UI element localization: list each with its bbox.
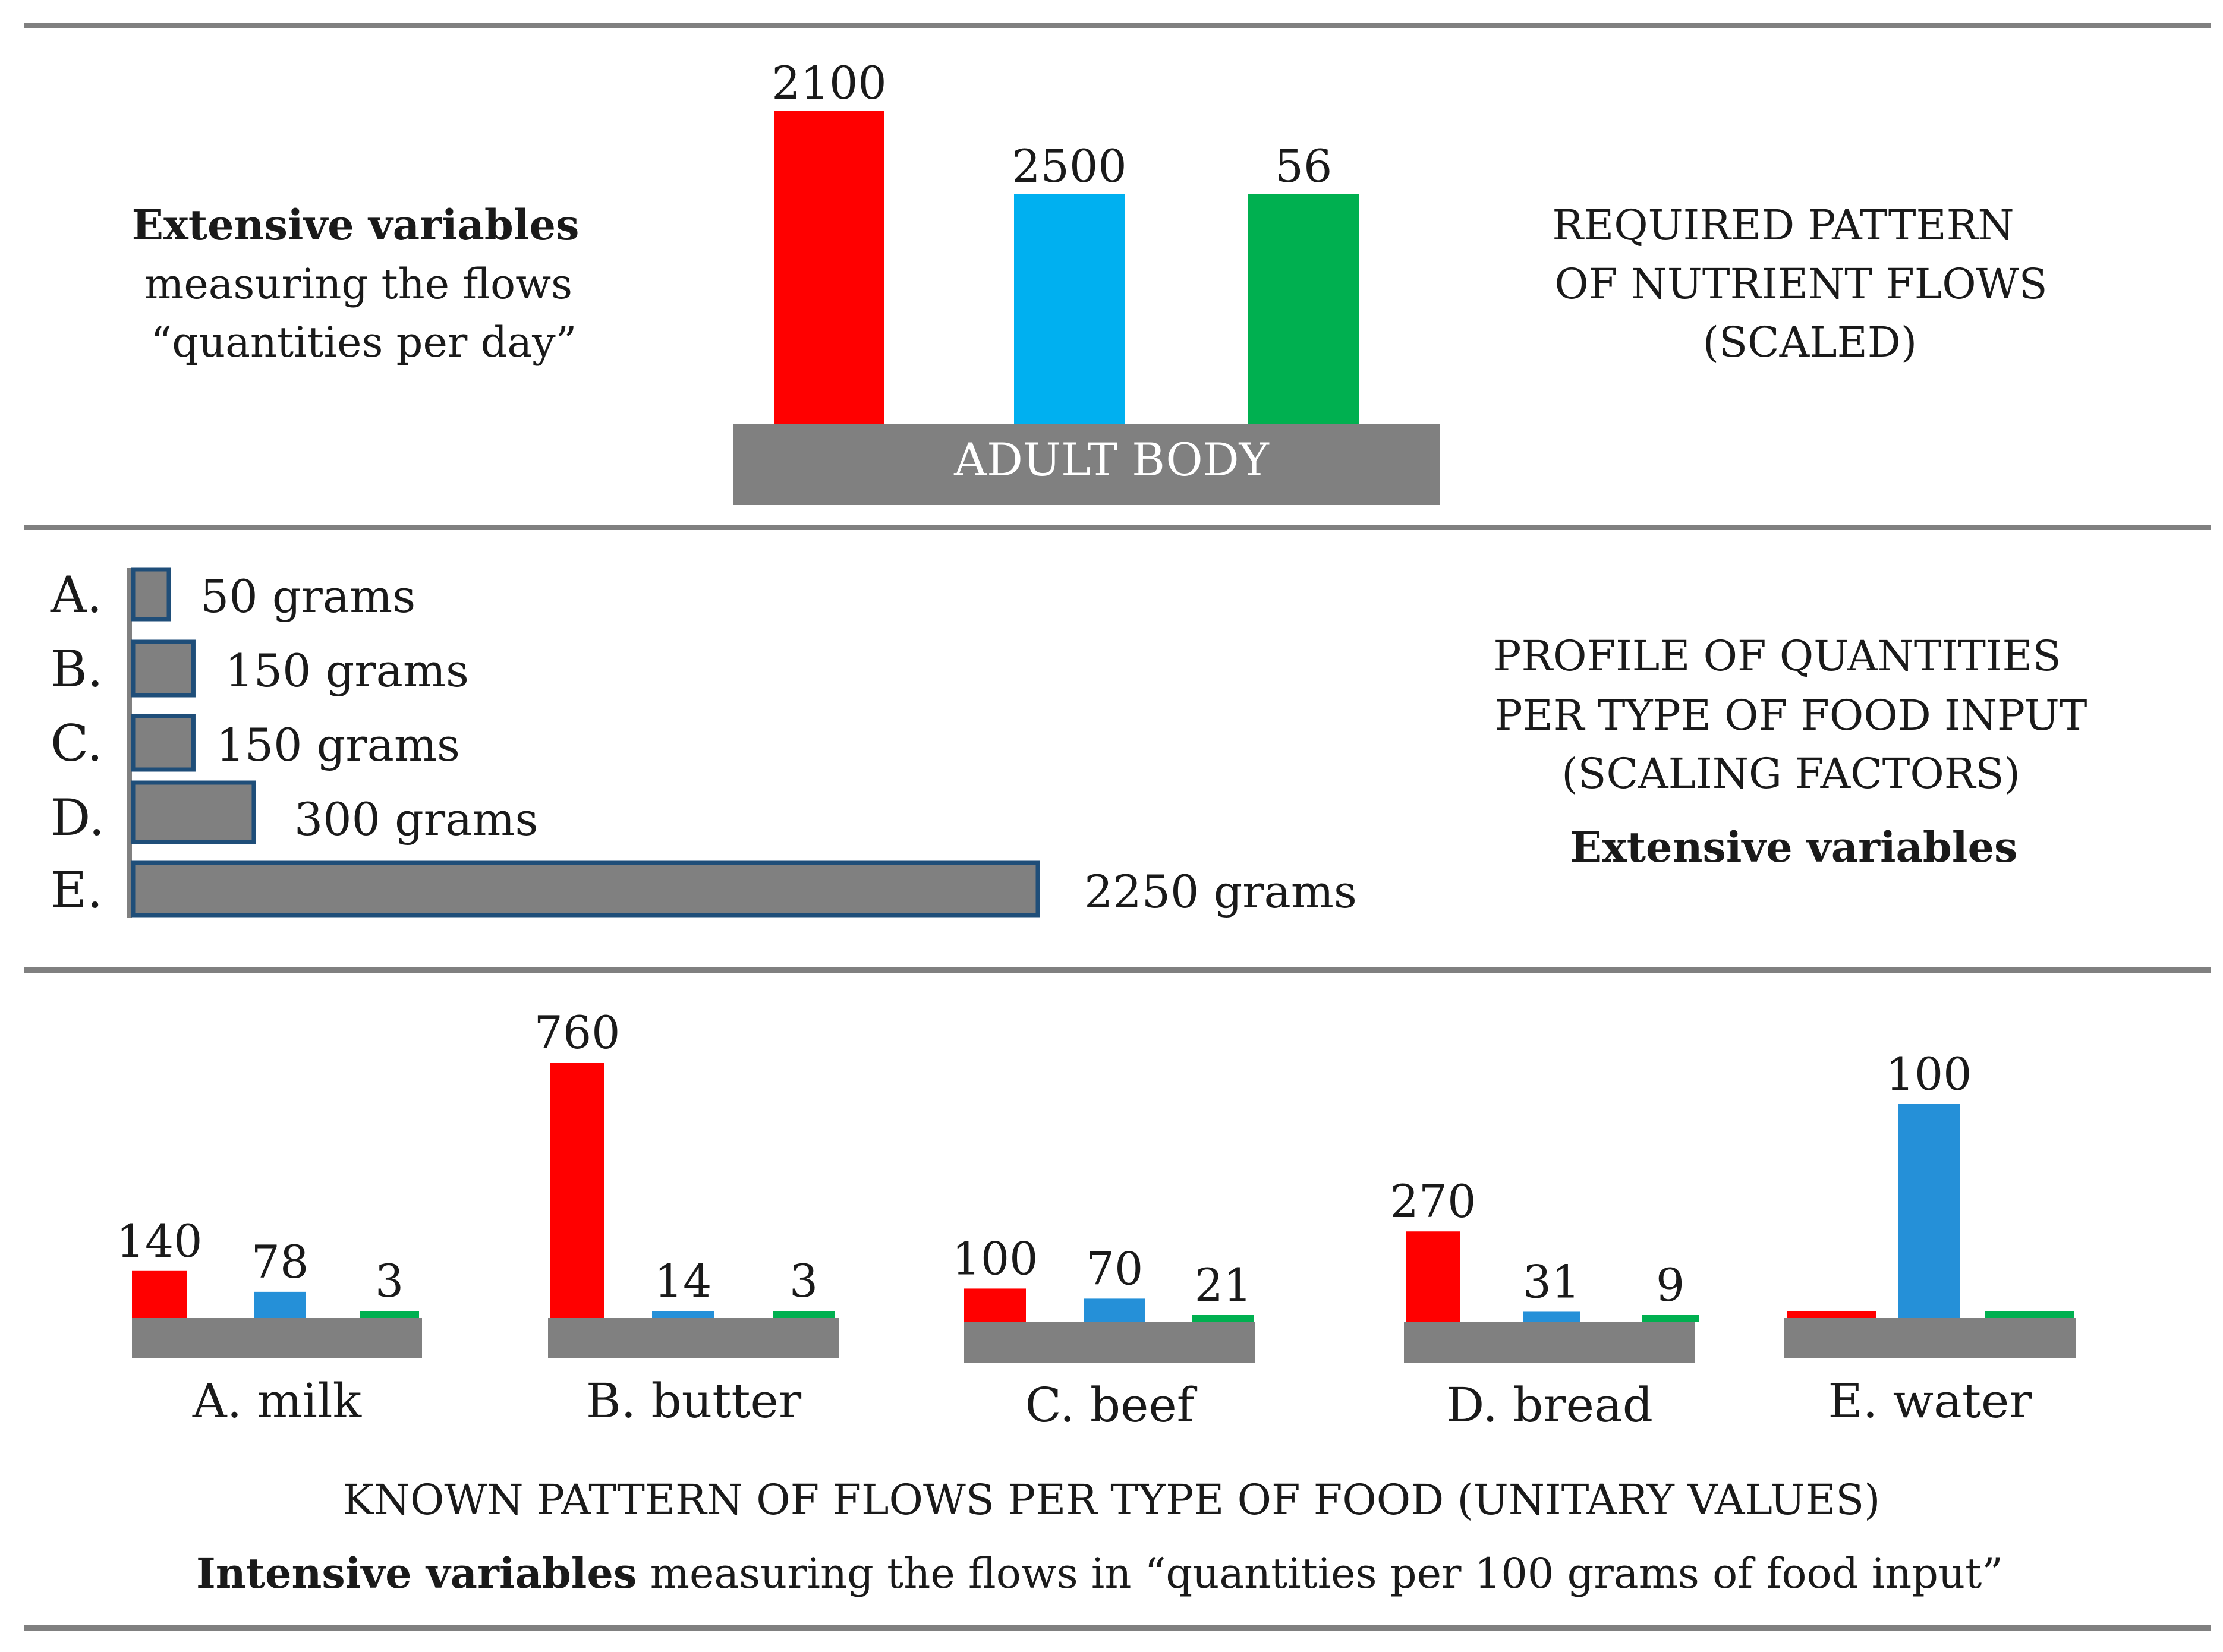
profile-category-2: C. <box>51 714 103 773</box>
profile-category-4: E. <box>51 861 103 919</box>
food-bar-3-2 <box>1642 1315 1699 1322</box>
food-value-label-2-2: 21 <box>1195 1259 1252 1311</box>
food-bar-2-0 <box>964 1288 1026 1322</box>
food-bar-1-2 <box>773 1311 835 1318</box>
panel2-title-line-1: PROFILE OF QUANTITIES <box>1493 632 2061 680</box>
profile-bar-0 <box>131 567 171 622</box>
food-label-1: B. butter <box>586 1373 802 1429</box>
required-value-label-1: 2500 <box>1012 140 1126 193</box>
food-bar-1-1 <box>652 1311 714 1318</box>
profile-category-3: D. <box>51 789 105 847</box>
food-value-label-0-0: 140 <box>116 1215 202 1268</box>
profile-bar-2 <box>131 714 196 772</box>
food-bar-4-1 <box>1898 1104 1960 1318</box>
food-bar-2-1 <box>1084 1298 1145 1322</box>
food-bar-1-0 <box>550 1063 604 1318</box>
left-note-bold: Extensive variables <box>132 200 580 250</box>
food-value-label-4-1: 100 <box>1885 1048 1972 1101</box>
required-bar-2 <box>1248 194 1359 425</box>
food-value-label-1-0: 760 <box>534 1006 620 1059</box>
food-group-0: 140 78 3 A. milk <box>116 1215 422 1429</box>
required-bars: 2100 2500 56 <box>772 56 1359 425</box>
food-base-2 <box>964 1322 1255 1363</box>
required-bar-1 <box>1014 194 1125 425</box>
panel1-title-line-1: REQUIRED PATTERN <box>1552 201 2014 250</box>
food-bar-0-1 <box>254 1291 306 1318</box>
food-base-3 <box>1404 1322 1695 1363</box>
panel1-title-line-3: (SCALED) <box>1703 318 1917 367</box>
profile-axis-line <box>127 568 132 918</box>
section-dividers <box>24 23 2211 1631</box>
profile-value-label-1: 150 grams <box>225 644 469 697</box>
panel2-title-line-3: (SCALING FACTORS) <box>1561 749 2020 798</box>
profile-value-label-0: 50 grams <box>200 570 415 623</box>
required-value-label-2: 56 <box>1275 140 1333 193</box>
food-bar-0-2 <box>360 1311 419 1318</box>
food-bar-4-0 <box>1787 1311 1876 1318</box>
food-group-2: 100 70 21 C. beef <box>952 1232 1255 1433</box>
food-base-1 <box>548 1318 839 1358</box>
profile-bar-4 <box>131 860 1040 918</box>
food-base-0 <box>132 1318 422 1358</box>
panel-profile-quantities: A. 50 grams B. 150 grams C. 150 grams D. 300 gr… <box>50 566 2087 919</box>
profile-value-label-3: 300 grams <box>294 793 539 846</box>
food-group-3: 270 31 9 D. bread <box>1390 1175 1699 1433</box>
food-groups: 140 78 3 A. milk 760 14 3 B. butter 100 70 21 C. be… <box>116 1006 2076 1433</box>
food-label-0: A. milk <box>192 1373 363 1429</box>
food-value-label-0-1: 78 <box>251 1235 309 1288</box>
panel3-title: KNOWN PATTERN OF FLOWS PER TYPE OF FOOD … <box>343 1476 1881 1524</box>
food-base-4 <box>1784 1318 2076 1358</box>
food-value-label-0-2: 3 <box>375 1254 404 1307</box>
required-value-label-0: 2100 <box>772 56 886 109</box>
food-label-2: C. beef <box>1025 1377 1198 1433</box>
profile-category-0: A. <box>50 566 102 624</box>
adult-body-base <box>733 424 1440 505</box>
divider-1 <box>24 525 2211 530</box>
profile-value-label-4: 2250 grams <box>1084 865 1357 918</box>
profile-category-1: B. <box>51 640 103 698</box>
food-value-label-3-0: 270 <box>1390 1175 1476 1228</box>
food-value-label-3-2: 9 <box>1656 1259 1684 1311</box>
profile-value-label-2: 150 grams <box>216 718 460 771</box>
food-value-label-1-2: 3 <box>789 1254 818 1307</box>
panel2-title-line-2: PER TYPE OF FOOD INPUT <box>1495 691 2087 740</box>
food-bar-3-1 <box>1523 1311 1580 1322</box>
food-bar-0-0 <box>132 1270 187 1318</box>
panel-known-pattern: 140 78 3 A. milk 760 14 3 B. butter 100 70 21 C. be… <box>116 1006 2076 1598</box>
food-value-label-2-1: 70 <box>1086 1242 1144 1295</box>
left-note-line-1: measuring the flows <box>144 260 572 308</box>
food-group-4: 100 E. water <box>1784 1048 2076 1429</box>
panel-required-pattern: Extensive variables measuring the flows … <box>132 56 2048 505</box>
left-note-line-2: “quantities per day” <box>151 318 577 367</box>
food-value-label-1-1: 14 <box>654 1254 712 1307</box>
food-bar-3-0 <box>1406 1231 1460 1322</box>
required-bar-0 <box>774 111 884 425</box>
panel1-title-line-2: OF NUTRIENT FLOWS <box>1554 260 2047 308</box>
food-label-4: E. water <box>1828 1373 2032 1429</box>
food-label-3: D. bread <box>1446 1377 1653 1433</box>
food-bar-2-2 <box>1192 1315 1254 1322</box>
profile-bars: A. 50 grams B. 150 grams C. 150 grams D. 300 gr… <box>50 566 1357 919</box>
adult-body-label: ADULT BODY <box>953 433 1269 486</box>
panel3-note: Intensive variables measuring the flows … <box>196 1549 2003 1598</box>
food-value-label-3-1: 31 <box>1523 1255 1580 1308</box>
panel2-subtitle: Extensive variables <box>1570 822 2018 872</box>
divider-top <box>24 23 2211 28</box>
food-group-1: 760 14 3 B. butter <box>534 1006 839 1429</box>
profile-bar-3 <box>131 780 256 844</box>
divider-2 <box>24 967 2211 973</box>
profile-bar-1 <box>131 639 196 698</box>
food-bar-4-2 <box>1985 1311 2074 1318</box>
food-value-label-2-0: 100 <box>952 1232 1038 1285</box>
panel3-note-rest: measuring the flows in “quantities per 1… <box>637 1549 2003 1598</box>
panel3-note-bold: Intensive variables <box>196 1549 637 1598</box>
divider-bottom <box>24 1625 2211 1631</box>
